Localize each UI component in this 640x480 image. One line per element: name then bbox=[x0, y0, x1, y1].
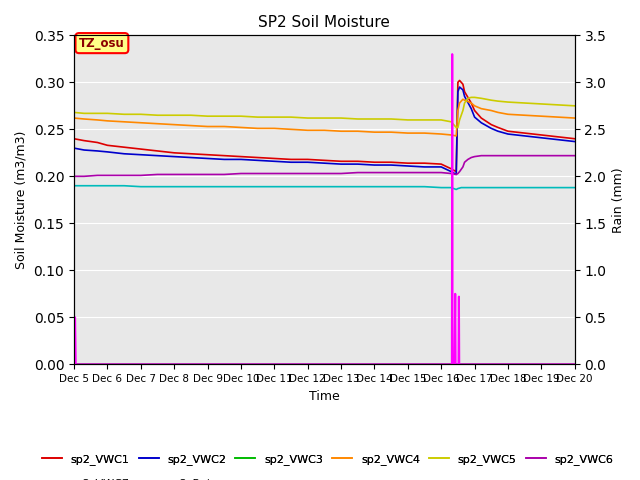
Text: TZ_osu: TZ_osu bbox=[79, 36, 125, 49]
Y-axis label: Soil Moisture (m3/m3): Soil Moisture (m3/m3) bbox=[15, 131, 28, 269]
Legend: sp2_VWC7, sp2_Rain: sp2_VWC7, sp2_Rain bbox=[38, 474, 222, 480]
Title: SP2 Soil Moisture: SP2 Soil Moisture bbox=[259, 15, 390, 30]
Y-axis label: Rain (mm): Rain (mm) bbox=[612, 167, 625, 233]
X-axis label: Time: Time bbox=[309, 390, 340, 403]
Legend: sp2_VWC1, sp2_VWC2, sp2_VWC3, sp2_VWC4, sp2_VWC5, sp2_VWC6: sp2_VWC1, sp2_VWC2, sp2_VWC3, sp2_VWC4, … bbox=[38, 450, 618, 469]
